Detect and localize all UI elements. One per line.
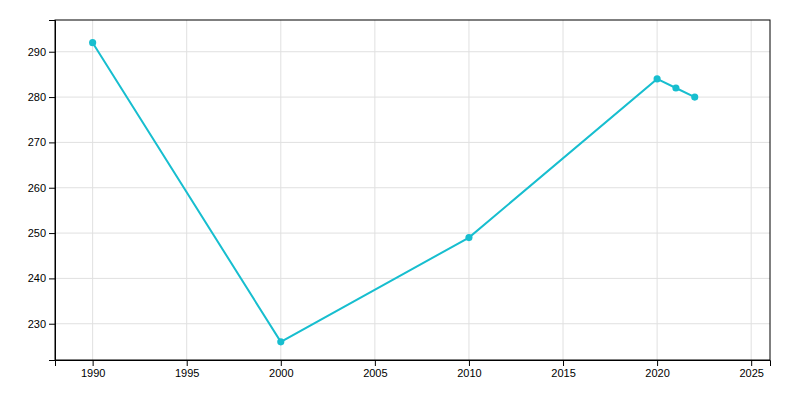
x-grid-line bbox=[657, 20, 658, 360]
y-grid-line bbox=[55, 142, 770, 143]
marker bbox=[277, 338, 284, 345]
x-tick-label: 1995 bbox=[175, 367, 199, 379]
chart-svg: 1990 1995 2000 2005 2010 2015 2020 2025 230 240 25… bbox=[0, 0, 800, 400]
y-grid-line bbox=[55, 97, 770, 98]
marker bbox=[465, 234, 472, 241]
y-grid-line bbox=[55, 278, 770, 279]
x-tick: 2005 bbox=[363, 360, 387, 379]
y-tick-label: 260 bbox=[28, 182, 46, 194]
x-grid-line bbox=[468, 20, 469, 360]
y-tick-mark bbox=[49, 278, 55, 279]
y-tick: 250 bbox=[28, 227, 55, 239]
y-tick: 290 bbox=[28, 46, 55, 58]
x-tick: 2015 bbox=[551, 360, 575, 379]
x-tick: 2025 bbox=[739, 360, 763, 379]
y-axis-line bbox=[49, 21, 56, 361]
x-tick-label: 1990 bbox=[81, 367, 105, 379]
plot-frame bbox=[55, 20, 770, 360]
x-tick-mark bbox=[375, 360, 376, 366]
y-grid-line bbox=[55, 187, 770, 188]
y-tick-label: 240 bbox=[28, 272, 46, 284]
chart-container: 1990 1995 2000 2005 2010 2015 2020 2025 230 240 25… bbox=[0, 0, 800, 400]
marker bbox=[654, 75, 661, 82]
marker bbox=[672, 84, 679, 91]
x-tick-mark bbox=[563, 360, 564, 366]
x-tick-mark bbox=[187, 360, 188, 366]
x-grid-line bbox=[92, 20, 93, 360]
y-tick-mark bbox=[49, 233, 55, 234]
x-axis: 1990 1995 2000 2005 2010 2015 2020 2025 bbox=[56, 360, 771, 379]
x-grid-line bbox=[280, 20, 281, 360]
y-tick-label: 250 bbox=[28, 227, 46, 239]
marker bbox=[691, 93, 698, 100]
y-tick-label: 230 bbox=[28, 318, 46, 330]
y-tick-mark bbox=[49, 52, 55, 53]
y-grid-line bbox=[55, 323, 770, 324]
y-tick-mark bbox=[49, 324, 55, 325]
y-axis: 230 240 250 260 270 280 290 bbox=[28, 21, 56, 361]
y-tick: 270 bbox=[28, 136, 55, 148]
x-tick-mark bbox=[93, 360, 94, 366]
x-tick-mark bbox=[281, 360, 282, 366]
x-tick-label: 2000 bbox=[269, 367, 293, 379]
x-tick-label: 2005 bbox=[363, 367, 387, 379]
x-tick: 2020 bbox=[645, 360, 669, 379]
y-tick: 240 bbox=[28, 272, 55, 284]
y-tick-mark bbox=[49, 188, 55, 189]
y-grid-line bbox=[55, 51, 770, 52]
x-tick-mark bbox=[751, 360, 752, 366]
plot-area: 1990 1995 2000 2005 2010 2015 2020 2025 230 240 25… bbox=[28, 20, 771, 379]
y-tick: 230 bbox=[28, 318, 55, 330]
x-tick: 2000 bbox=[269, 360, 293, 379]
x-grid-line bbox=[563, 20, 564, 360]
x-tick-label: 2015 bbox=[551, 367, 575, 379]
x-tick-label: 2010 bbox=[457, 367, 481, 379]
y-tick-label: 280 bbox=[28, 91, 46, 103]
x-tick: 1990 bbox=[81, 360, 105, 379]
grid bbox=[55, 20, 770, 360]
x-tick-label: 2020 bbox=[645, 367, 669, 379]
y-grid-line bbox=[55, 233, 770, 234]
x-tick: 2010 bbox=[457, 360, 481, 379]
x-tick-label: 2025 bbox=[739, 367, 763, 379]
marker bbox=[89, 39, 96, 46]
y-tick-mark bbox=[49, 142, 55, 143]
x-axis-line bbox=[56, 361, 771, 367]
x-tick: 1995 bbox=[175, 360, 199, 379]
x-tick-mark bbox=[469, 360, 470, 366]
x-grid-line bbox=[751, 20, 752, 360]
line bbox=[93, 43, 695, 342]
x-grid-line bbox=[374, 20, 375, 360]
series bbox=[89, 39, 698, 345]
y-tick-label: 270 bbox=[28, 136, 46, 148]
x-tick-mark bbox=[657, 360, 658, 366]
y-tick-mark bbox=[49, 97, 55, 98]
y-tick-label: 290 bbox=[28, 46, 46, 58]
y-tick: 260 bbox=[28, 182, 55, 194]
y-tick: 280 bbox=[28, 91, 55, 103]
